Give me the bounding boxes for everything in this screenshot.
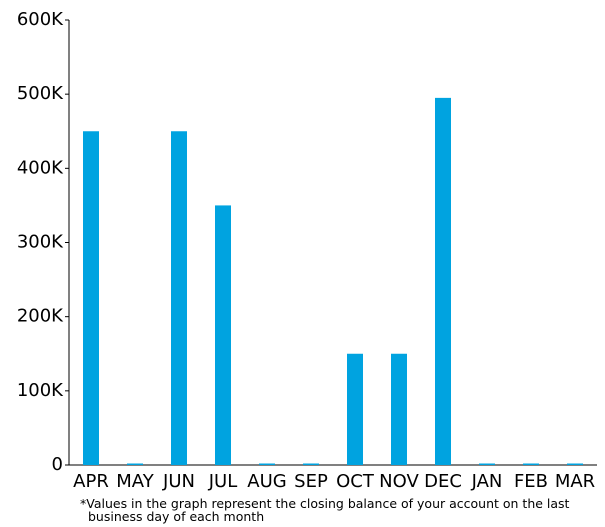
bar [479,463,495,465]
y-tick-label: 200K [17,306,64,327]
y-tick-label: 100K [17,380,64,401]
y-tick-label: 300K [17,232,64,253]
x-tick-label: NOV [379,471,419,492]
bar [391,353,407,465]
chart: 0 100K 200K 300K 400K 500K 600K APR MAY JUN JUL AUG… [17,9,597,492]
bar [523,463,539,465]
x-tick-label: AUG [247,471,286,492]
bar [171,131,187,465]
x-tick-label: JUL [208,471,238,492]
y-tick-label: 500K [17,83,64,104]
x-tick-label: DEC [424,471,462,492]
x-tick-label: APR [73,471,109,492]
y-tick-label: 0 [52,454,63,475]
footnote: *Values in the graph represent the closi… [80,496,570,524]
x-tick-label: MAY [116,471,154,492]
bar [215,205,231,465]
y-tick-label: 600K [17,9,64,30]
x-tick-label: FEB [514,471,548,492]
x-tick-label: SEP [294,471,328,492]
bar [303,463,319,465]
bar [83,131,99,465]
x-tick-label: JUN [162,471,195,492]
x-tick-label: MAR [555,471,595,492]
x-tick-label: OCT [336,471,375,492]
bar [435,97,451,465]
bar [259,463,275,465]
bar [567,463,583,465]
bar [347,353,363,465]
bar [127,463,143,465]
y-tick-label: 400K [17,157,64,178]
x-tick-label: JAN [471,471,503,492]
